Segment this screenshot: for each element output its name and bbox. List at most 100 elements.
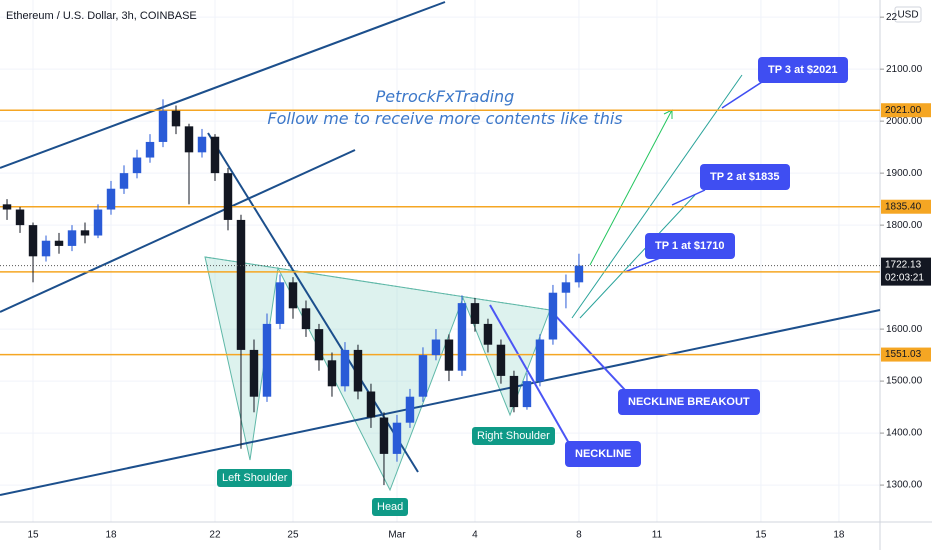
watermark: PetrockFxTrading xyxy=(375,87,515,106)
candle-body xyxy=(392,422,402,454)
x-tick-label: 18 xyxy=(833,530,845,541)
candle-body xyxy=(262,323,272,397)
pattern-label: Left Shoulder xyxy=(217,469,293,487)
candle-body xyxy=(353,349,363,392)
candle-body xyxy=(340,349,350,387)
candle-body xyxy=(2,204,12,210)
candle-body xyxy=(197,136,207,153)
countdown: 02:03:21 xyxy=(885,272,924,283)
callout: NECKLINE xyxy=(565,441,642,467)
candle-body xyxy=(210,136,220,174)
y-tick-label: 22 xyxy=(886,12,898,23)
x-tick-label: Mar xyxy=(388,530,406,541)
callout-pointer xyxy=(624,257,661,273)
x-tick-label: 22 xyxy=(209,530,221,541)
candle-body xyxy=(93,209,103,236)
level-label: 2021.00 xyxy=(885,105,922,116)
callout: TP 2 at $1835 xyxy=(700,164,790,190)
candle-body xyxy=(288,282,298,309)
callout: TP 3 at $2021 xyxy=(758,57,848,83)
candle-body xyxy=(184,126,194,153)
candle-body xyxy=(379,417,389,454)
candle-body xyxy=(496,344,506,376)
channel-line xyxy=(0,149,356,313)
candle-body xyxy=(418,355,428,397)
x-tick-label: 15 xyxy=(27,530,39,541)
y-tick-label: 1900.00 xyxy=(886,168,923,179)
x-tick-label: 11 xyxy=(652,530,663,541)
x-tick-label: 8 xyxy=(576,530,582,541)
candle-body xyxy=(106,188,116,210)
candle-body xyxy=(41,240,51,257)
trend-line xyxy=(207,132,419,473)
candle-body xyxy=(15,209,25,226)
candle-body xyxy=(275,282,285,324)
x-tick-label: 4 xyxy=(472,530,478,541)
level-label: 1551.03 xyxy=(885,349,922,360)
y-tick-label: 1600.00 xyxy=(886,324,923,335)
candle-body xyxy=(54,240,64,246)
candle-body xyxy=(171,110,181,127)
callout: NECKLINE BREAKOUT xyxy=(618,389,760,415)
candle-body xyxy=(145,141,155,158)
chart-title: Ethereum / U.S. Dollar, 3h, COINBASE xyxy=(6,10,197,22)
candle-body xyxy=(548,292,558,340)
candle-body xyxy=(314,329,324,361)
candle-body xyxy=(574,265,584,283)
target-line xyxy=(579,194,696,319)
candle-body xyxy=(431,339,441,356)
y-tick-label: 2000.00 xyxy=(886,116,923,127)
target-line xyxy=(571,74,743,319)
candle-body xyxy=(158,110,168,142)
y-tick-label: 2100.00 xyxy=(886,64,923,75)
candle-body xyxy=(470,303,480,324)
projection-arrow xyxy=(589,109,673,266)
candle-body xyxy=(509,375,519,408)
level-badge xyxy=(881,103,931,118)
y-tick-label: 1400.00 xyxy=(886,428,923,439)
x-tick-label: 18 xyxy=(105,530,117,541)
candle-body xyxy=(249,349,259,397)
y-tick-label: 1500.00 xyxy=(886,376,923,387)
channel-line xyxy=(0,1,446,169)
currency: USD xyxy=(897,10,918,21)
candle-body xyxy=(444,339,454,371)
last-price-badge xyxy=(881,257,931,286)
candle-body xyxy=(483,323,493,345)
candle-body xyxy=(366,391,376,418)
candle-body xyxy=(28,225,38,257)
candle-body xyxy=(561,282,571,293)
y-tick-label: 1300.00 xyxy=(886,480,923,491)
subtitle: Follow me to receive more contents like … xyxy=(267,109,623,128)
pattern-label: Head xyxy=(372,498,409,516)
candle-body xyxy=(80,230,90,236)
x-tick-label: 15 xyxy=(755,530,767,541)
callout-pointer xyxy=(489,304,571,446)
callout-pointer xyxy=(671,189,706,206)
candle-body xyxy=(223,173,233,220)
level-badge xyxy=(881,199,931,214)
level-label: 1835.40 xyxy=(885,201,922,212)
candle-body xyxy=(327,360,337,387)
x-tick-label: 25 xyxy=(287,530,299,541)
candle-body xyxy=(405,396,415,423)
candle-body xyxy=(535,339,545,382)
pattern-label: Right Shoulder xyxy=(472,427,555,445)
currency-badge xyxy=(894,6,922,23)
candle-body xyxy=(119,173,129,189)
callout-pointer xyxy=(551,311,626,391)
candle-body xyxy=(457,303,467,371)
support-line xyxy=(0,309,881,496)
candle-body xyxy=(236,219,246,350)
y-tick-label: 1800.00 xyxy=(886,220,923,231)
candle-body xyxy=(301,308,311,330)
callout-pointer xyxy=(721,79,766,109)
candle-body xyxy=(132,157,142,174)
callout: TP 1 at $1710 xyxy=(645,233,735,259)
candle-body xyxy=(67,230,77,246)
candle-body xyxy=(522,381,532,408)
level-badge xyxy=(881,347,931,362)
last-price-label: 1722.13 xyxy=(885,259,922,270)
